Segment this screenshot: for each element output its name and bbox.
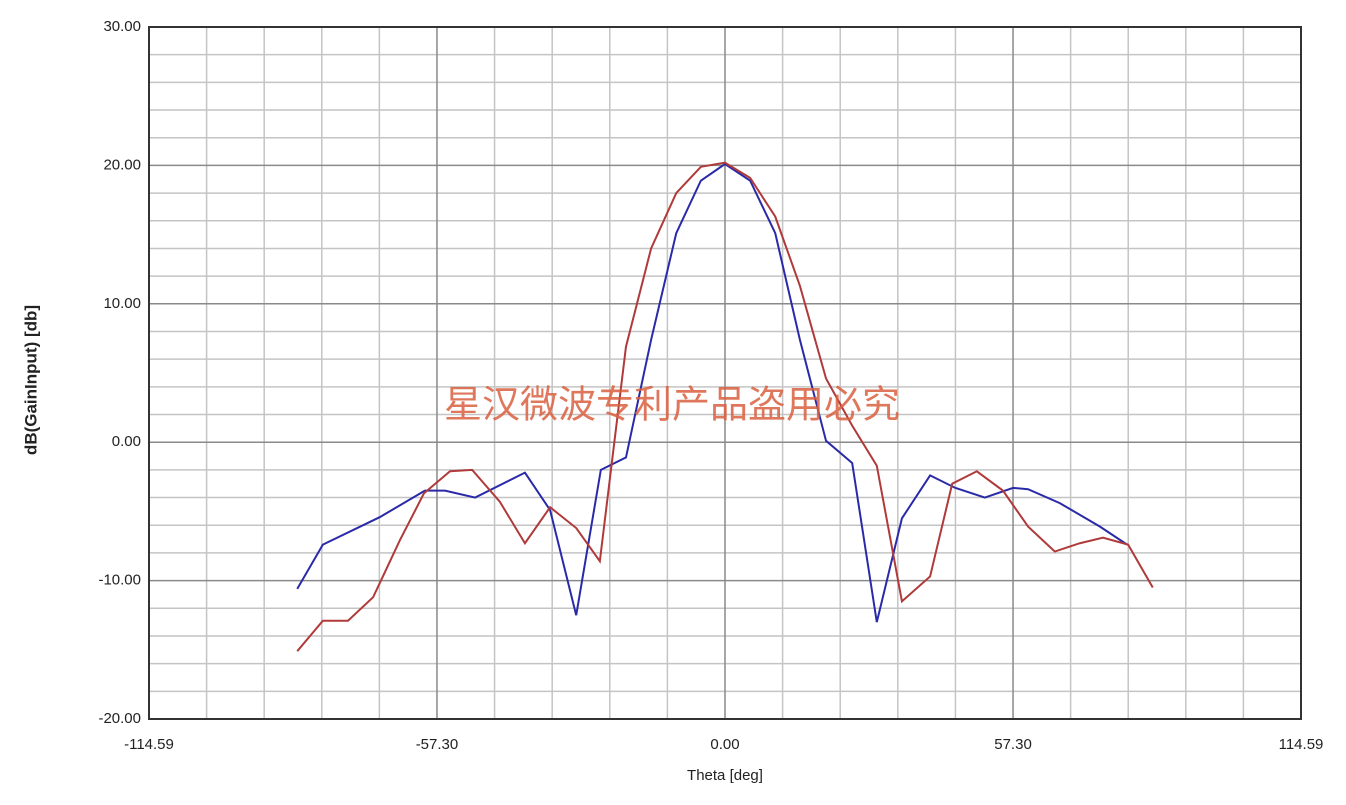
y-axis-label: dB(GainInput) [db] bbox=[21, 305, 40, 455]
x-tick-label: -114.59 bbox=[124, 736, 174, 753]
x-tick-label: -57.30 bbox=[416, 736, 459, 753]
y-tick-label: 30.00 bbox=[103, 18, 141, 35]
y-tick-label: 10.00 bbox=[103, 295, 141, 312]
y-tick-label: 0.00 bbox=[112, 433, 141, 450]
y-tick-label: -20.00 bbox=[98, 710, 141, 727]
plot-frame bbox=[148, 26, 1302, 720]
y-tick-label: 20.00 bbox=[103, 156, 141, 173]
x-tick-label: 0.00 bbox=[710, 736, 739, 753]
line-series bbox=[296, 161, 1154, 652]
x-tick-label: 114.59 bbox=[1279, 736, 1324, 753]
y-tick-label: -10.00 bbox=[98, 572, 141, 589]
line-series bbox=[296, 162, 1128, 623]
annotation: 星汉微波专利产品盗用必究 bbox=[444, 383, 900, 427]
x-axis-label: Theta [deg] bbox=[687, 767, 763, 784]
x-tick-label: 57.30 bbox=[994, 736, 1032, 753]
